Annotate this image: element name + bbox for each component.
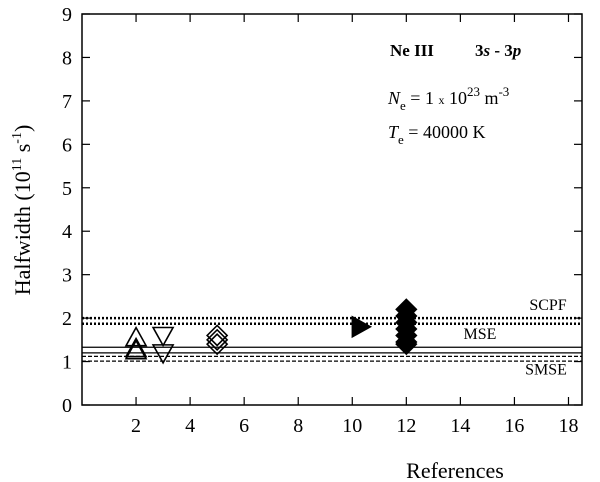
x-tick-label: 4 [185,415,195,437]
y-axis-label: Halfwidth (1011 s-1) [10,125,35,296]
marker [124,339,148,360]
y-label-part: s [10,144,35,158]
text-part: 23 [467,84,480,99]
ion-label: Ne III [390,41,434,60]
text-part: - 3 [490,41,513,60]
text-part: p [511,41,522,60]
text-part: 3 [475,41,484,60]
y-tick-label: 4 [62,221,72,243]
marker [124,326,148,347]
x-tick-label: 14 [450,415,470,437]
plot-frame [81,13,583,406]
y-tick-label: 1 [62,352,72,374]
y-tick-label: 5 [62,178,72,200]
x-tick-label: 16 [504,415,524,437]
marker [124,336,148,358]
marker [206,333,229,356]
text-part: N [387,88,401,108]
text-part: e [400,98,406,113]
x-tick-label: 12 [396,415,416,437]
y-label-sup: 11 [10,158,25,171]
marker [206,324,229,347]
x-tick-label: 2 [131,415,141,437]
text-part: T [388,122,400,142]
y-tick-label: 3 [62,265,72,287]
text-part: = 1 [406,88,439,108]
marker [151,344,175,365]
x-tick-label: 10 [342,415,362,437]
y-tick-label: 8 [62,47,72,69]
reference-label: MSE [464,326,497,343]
x-axis-label: References [406,458,504,482]
marker [395,333,418,356]
marker [351,315,373,339]
text-part: x [438,93,444,107]
text-part: -3 [498,84,509,99]
temperature-label: Te = 40000 K [388,122,485,147]
y-tick-label: 2 [62,308,72,330]
y-tick-label: 0 [62,395,72,417]
text-part: e [398,132,404,147]
text-part: m [480,88,499,108]
x-tick-label: 6 [239,415,249,437]
reference-label: SCPF [529,297,566,314]
y-label-sup: -1 [10,132,25,144]
x-tick-label: 8 [293,415,303,437]
text-part: 10 [444,88,467,108]
x-tick-label: 18 [558,415,578,437]
y-tick-label: 7 [62,91,72,113]
reference-label: SMSE [525,361,567,378]
y-tick-label: 6 [62,134,72,156]
marker [206,328,229,351]
y-label-part: ) [10,125,35,132]
y-label-part: Halfwidth (10 [10,171,35,295]
density-label: Ne = 1 x 1023 m-3 [387,84,509,113]
text-part: = 40000 K [404,122,486,142]
y-tick-label: 9 [62,4,72,26]
marker [151,326,175,348]
transition-label: 3s - 3p [475,41,521,60]
text-part: s [483,41,491,60]
